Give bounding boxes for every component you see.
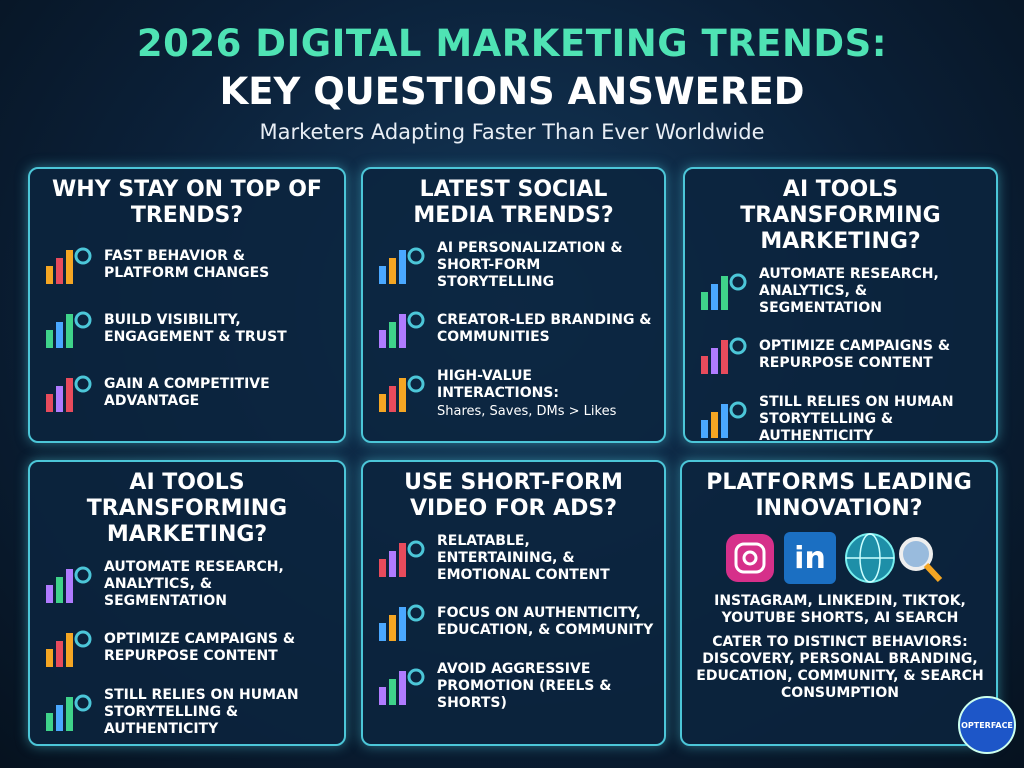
item-text-block: HIGH-VALUE INTERACTIONS: Shares, Saves, D… — [437, 368, 654, 419]
instagram-icon — [726, 534, 774, 582]
icon — [701, 273, 747, 310]
item-text: OPTIMIZE CAMPAIGNS & REPURPOSE CONTENT — [104, 631, 296, 664]
item-text-block: BUILD VISIBILITY, ENGAGEMENT & TRUST — [104, 312, 334, 346]
icon — [46, 630, 92, 667]
icon — [379, 668, 425, 705]
icon — [46, 566, 92, 603]
item-text-block: AUTOMATE RESEARCH, ANALYTICS, & SEGMENTA… — [104, 559, 334, 610]
item-text: STILL RELIES ON HUMAN STORYTELLING & AUT… — [104, 686, 299, 737]
item: OPTIMIZE CAMPAIGNS & REPURPOSE CONTENT — [697, 325, 986, 385]
item: STILL RELIES ON HUMAN STORYTELLING & AUT… — [42, 682, 334, 742]
card: WHY STAY ON TOP OF TRENDS? FAST BEHAVIOR … — [28, 167, 346, 443]
item: CATER TO DISTINCT BEHAVIORS: DISCOVERY, … — [694, 634, 986, 702]
card-title: LATEST SOCIAL MEDIA TRENDS? — [413, 177, 614, 228]
item-text: FAST BEHAVIOR & PLATFORM CHANGES — [104, 248, 270, 281]
item-text: AUTOMATE RESEARCH, ANALYTICS, & SEGMENTA… — [759, 265, 939, 316]
icon — [46, 247, 92, 284]
item-text-block: STILL RELIES ON HUMAN STORYTELLING & AUT… — [104, 687, 334, 738]
title-line1: 2026 DIGITAL MARKETING TRENDS: — [136, 22, 888, 65]
item-text-block: STILL RELIES ON HUMAN STORYTELLING & AUT… — [759, 394, 986, 445]
item-text: INSTAGRAM, LINKEDIN, TIKTOK, YOUTUBE SHO… — [714, 593, 966, 626]
icon — [379, 311, 425, 348]
item: HIGH-VALUE INTERACTIONS: Shares, Saves, D… — [375, 363, 654, 423]
item-text-block: INSTAGRAM, LINKEDIN, TIKTOK, YOUTUBE SHO… — [694, 593, 986, 627]
item-text: AVOID AGGRESSIVE PROMOTION (REELS & SHOR… — [437, 660, 612, 711]
item: CREATOR-LED BRANDING & COMMUNITIES — [375, 299, 654, 359]
icon — [379, 247, 425, 284]
card-title: WHY STAY ON TOP OF TRENDS? — [52, 177, 322, 228]
icon — [379, 604, 425, 641]
icon — [701, 401, 747, 438]
card-title: AI TOOLS TRANSFORMING MARKETING? — [740, 177, 941, 254]
item-text-block: GAIN A COMPETITIVE ADVANTAGE — [104, 376, 334, 410]
item: AUTOMATE RESEARCH, ANALYTICS, & SEGMENTA… — [697, 261, 986, 321]
icon — [46, 375, 92, 412]
item-text-block: AVOID AGGRESSIVE PROMOTION (REELS & SHOR… — [437, 661, 654, 712]
item-text: FOCUS ON AUTHENTICITY, EDUCATION, & COMM… — [437, 605, 654, 638]
card: AI TOOLS TRANSFORMING MARKETING? AUTOMATE… — [683, 167, 998, 444]
item: GAIN A COMPETITIVE ADVANTAGE — [42, 363, 334, 423]
item-text: CREATOR-LED BRANDING & COMMUNITIES — [437, 312, 652, 345]
card: PLATFORMS LEADING INNOVATION? in INSTAGRAM… — [680, 460, 998, 746]
item-text-block: CATER TO DISTINCT BEHAVIORS: DISCOVERY, … — [694, 634, 986, 702]
item-text-block: AUTOMATE RESEARCH, ANALYTICS, & SEGMENTA… — [759, 266, 986, 317]
item-text-block: CREATOR-LED BRANDING & COMMUNITIES — [437, 312, 654, 346]
item: AI PERSONALIZATION & SHORT-FORM STORYTEL… — [375, 235, 654, 295]
subtitle: Marketers Adapting Faster Than Ever Worl… — [259, 120, 765, 144]
card: USE SHORT-FORM VIDEO FOR ADS? RELATABLE, … — [361, 460, 666, 746]
icon — [379, 540, 425, 577]
item-text-block: FOCUS ON AUTHENTICITY, EDUCATION, & COMM… — [437, 605, 654, 639]
item: BUILD VISIBILITY, ENGAGEMENT & TRUST — [42, 299, 334, 359]
card: LATEST SOCIAL MEDIA TRENDS? AI PERSONALIZ… — [361, 167, 666, 443]
icon — [701, 337, 747, 374]
item-subtext: Shares, Saves, DMs > Likes — [437, 403, 617, 419]
icon — [46, 694, 92, 731]
item-text: CATER TO DISTINCT BEHAVIORS: DISCOVERY, … — [696, 634, 984, 701]
card-title: USE SHORT-FORM VIDEO FOR ADS? — [404, 470, 623, 521]
globe-search-icon — [845, 533, 943, 583]
item-text: BUILD VISIBILITY, ENGAGEMENT & TRUST — [104, 312, 287, 345]
icon — [379, 375, 425, 412]
card-title: AI TOOLS TRANSFORMING MARKETING? — [86, 470, 288, 547]
item: INSTAGRAM, LINKEDIN, TIKTOK, YOUTUBE SHO… — [694, 590, 986, 630]
item: STILL RELIES ON HUMAN STORYTELLING & AUT… — [697, 389, 986, 449]
item-text: RELATABLE, ENTERTAINING, & EMOTIONAL CON… — [437, 532, 610, 583]
title-line2: KEY QUESTIONS ANSWERED — [219, 70, 805, 113]
item: OPTIMIZE CAMPAIGNS & REPURPOSE CONTENT — [42, 618, 334, 678]
item-text-block: RELATABLE, ENTERTAINING, & EMOTIONAL CON… — [437, 533, 654, 584]
item: FOCUS ON AUTHENTICITY, EDUCATION, & COMM… — [375, 592, 654, 652]
item: AVOID AGGRESSIVE PROMOTION (REELS & SHOR… — [375, 656, 654, 716]
item-text: OPTIMIZE CAMPAIGNS & REPURPOSE CONTENT — [759, 338, 951, 371]
icon — [46, 311, 92, 348]
item-text-block: FAST BEHAVIOR & PLATFORM CHANGES — [104, 248, 334, 282]
item-text: STILL RELIES ON HUMAN STORYTELLING & AUT… — [759, 393, 954, 444]
item-text: AUTOMATE RESEARCH, ANALYTICS, & SEGMENTA… — [104, 558, 284, 609]
item-text-block: OPTIMIZE CAMPAIGNS & REPURPOSE CONTENT — [104, 631, 334, 665]
item-text: AI PERSONALIZATION & SHORT-FORM STORYTEL… — [437, 239, 623, 290]
item: AUTOMATE RESEARCH, ANALYTICS, & SEGMENTA… — [42, 554, 334, 614]
item-text: HIGH-VALUE INTERACTIONS: — [437, 367, 559, 401]
item-text-block: AI PERSONALIZATION & SHORT-FORM STORYTEL… — [437, 240, 654, 291]
badge: OPTERFACE — [958, 696, 1016, 754]
logo-row: in — [682, 532, 996, 584]
item: FAST BEHAVIOR & PLATFORM CHANGES — [42, 235, 334, 295]
card: AI TOOLS TRANSFORMING MARKETING? AUTOMATE… — [28, 460, 346, 746]
linkedin-icon: in — [784, 532, 836, 584]
item-text-block: OPTIMIZE CAMPAIGNS & REPURPOSE CONTENT — [759, 338, 986, 372]
item: RELATABLE, ENTERTAINING, & EMOTIONAL CON… — [375, 528, 654, 588]
card-title: PLATFORMS LEADING INNOVATION? — [706, 470, 972, 521]
item-text: GAIN A COMPETITIVE ADVANTAGE — [104, 376, 270, 409]
